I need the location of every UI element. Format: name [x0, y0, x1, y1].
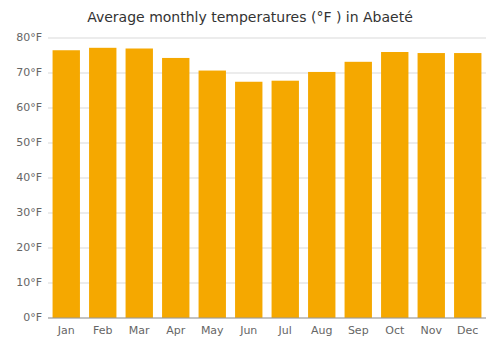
x-tick-label: Dec [457, 324, 478, 337]
x-tick-label: Mar [129, 324, 150, 337]
y-axis: 0°F 10°F 20°F 30°F 40°F 50°F 60°F 70°F 80°F [16, 31, 42, 324]
x-tick-label: Jun [239, 324, 257, 337]
x-tick-label: Aug [311, 324, 332, 337]
y-tick-label: 30°F [16, 206, 42, 219]
x-tick-label: Feb [93, 324, 112, 337]
y-tick-label: 10°F [16, 276, 42, 289]
x-tick-label: Nov [421, 324, 443, 337]
bar [418, 53, 445, 318]
y-tick-label: 0°F [23, 311, 42, 324]
bar [272, 81, 299, 318]
y-tick-label: 40°F [16, 171, 42, 184]
bar [381, 52, 408, 318]
bar [308, 72, 335, 318]
grid [48, 38, 486, 318]
chart-svg: 0°F 10°F 20°F 30°F 40°F 50°F 60°F 70°F 80°F Jan Fe… [0, 0, 500, 350]
y-tick-label: 70°F [16, 66, 42, 79]
bar [126, 49, 153, 319]
x-tick-label: Jan [57, 324, 75, 337]
bar [199, 71, 226, 318]
x-tick-label: Apr [166, 324, 186, 337]
bar [53, 50, 80, 318]
bar [345, 62, 372, 318]
bars [53, 48, 482, 318]
chart-title: Average monthly temperatures (°F ) in Ab… [87, 9, 413, 25]
x-tick-label: Sep [348, 324, 369, 337]
grid-line [48, 318, 486, 319]
y-tick-label: 80°F [16, 31, 42, 44]
y-tick-label: 60°F [16, 101, 42, 114]
bar [162, 58, 189, 318]
x-tick-label: Oct [385, 324, 405, 337]
bar [454, 53, 481, 318]
x-tick-label: Jul [278, 324, 292, 337]
bar [89, 48, 116, 318]
bar [235, 82, 262, 318]
x-axis: Jan Feb Mar Apr May Jun Jul Aug Sep Oct Nov Dec [57, 324, 479, 337]
y-tick-label: 20°F [16, 241, 42, 254]
chart-container: 0°F 10°F 20°F 30°F 40°F 50°F 60°F 70°F 80°F Jan Fe… [0, 0, 500, 350]
x-axis-line [48, 318, 486, 319]
y-tick-label: 50°F [16, 136, 42, 149]
grid-line [48, 38, 486, 39]
x-tick-label: May [201, 324, 224, 337]
